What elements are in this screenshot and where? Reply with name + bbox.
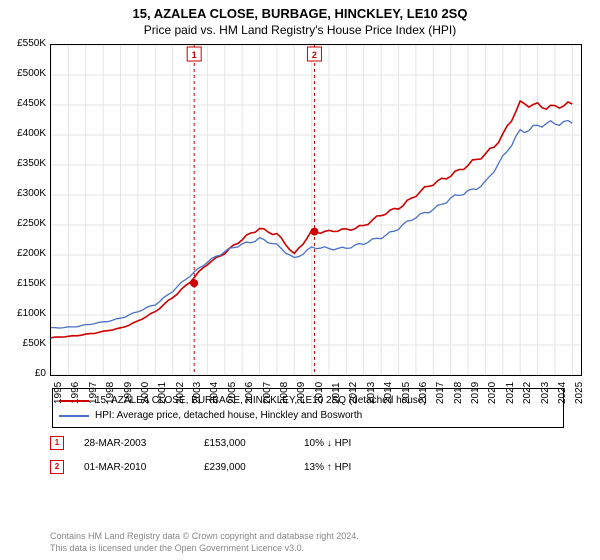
y-tick-label: £400K <box>0 128 46 139</box>
y-tick-label: £50K <box>0 338 46 349</box>
footer-line: This data is licensed under the Open Gov… <box>50 542 359 554</box>
y-tick-label: £200K <box>0 248 46 259</box>
tx-delta: 10% ↓ HPI <box>304 438 351 449</box>
tx-delta: 13% ↑ HPI <box>304 462 351 473</box>
transaction-row: 2 01-MAR-2010 £239,000 13% ↑ HPI <box>50 460 351 474</box>
legend-swatch-property <box>59 400 89 402</box>
legend-item-property: 15, AZALEA CLOSE, BURBAGE, HINCKLEY, LE1… <box>59 393 557 408</box>
tx-date: 01-MAR-2010 <box>84 462 184 473</box>
chart-svg: 12 <box>51 45 581 375</box>
y-tick-label: £150K <box>0 278 46 289</box>
y-tick-label: £350K <box>0 158 46 169</box>
page-title: 15, AZALEA CLOSE, BURBAGE, HINCKLEY, LE1… <box>0 0 600 21</box>
tx-marker-1: 1 <box>50 436 64 450</box>
tx-marker-2: 2 <box>50 460 64 474</box>
legend-swatch-hpi <box>59 415 89 417</box>
legend-item-hpi: HPI: Average price, detached house, Hinc… <box>59 408 557 423</box>
y-tick-label: £100K <box>0 308 46 319</box>
svg-text:1: 1 <box>192 50 197 60</box>
y-tick-label: £450K <box>0 98 46 109</box>
transaction-row: 1 28-MAR-2003 £153,000 10% ↓ HPI <box>50 436 351 450</box>
y-tick-label: £500K <box>0 68 46 79</box>
legend-label: HPI: Average price, detached house, Hinc… <box>95 408 362 423</box>
svg-text:2: 2 <box>312 50 317 60</box>
y-tick-label: £0 <box>0 368 46 379</box>
legend-label: 15, AZALEA CLOSE, BURBAGE, HINCKLEY, LE1… <box>95 393 427 408</box>
tx-date: 28-MAR-2003 <box>84 438 184 449</box>
tx-price: £153,000 <box>204 438 284 449</box>
x-tick-label: 2025 <box>574 382 585 404</box>
page-subtitle: Price paid vs. HM Land Registry's House … <box>0 21 600 41</box>
chart-plot-area: 12 <box>50 44 582 376</box>
y-tick-label: £250K <box>0 218 46 229</box>
footer-attribution: Contains HM Land Registry data © Crown c… <box>50 530 359 554</box>
y-tick-label: £300K <box>0 188 46 199</box>
y-tick-label: £550K <box>0 38 46 49</box>
footer-line: Contains HM Land Registry data © Crown c… <box>50 530 359 542</box>
tx-price: £239,000 <box>204 462 284 473</box>
legend: 15, AZALEA CLOSE, BURBAGE, HINCKLEY, LE1… <box>52 388 564 428</box>
